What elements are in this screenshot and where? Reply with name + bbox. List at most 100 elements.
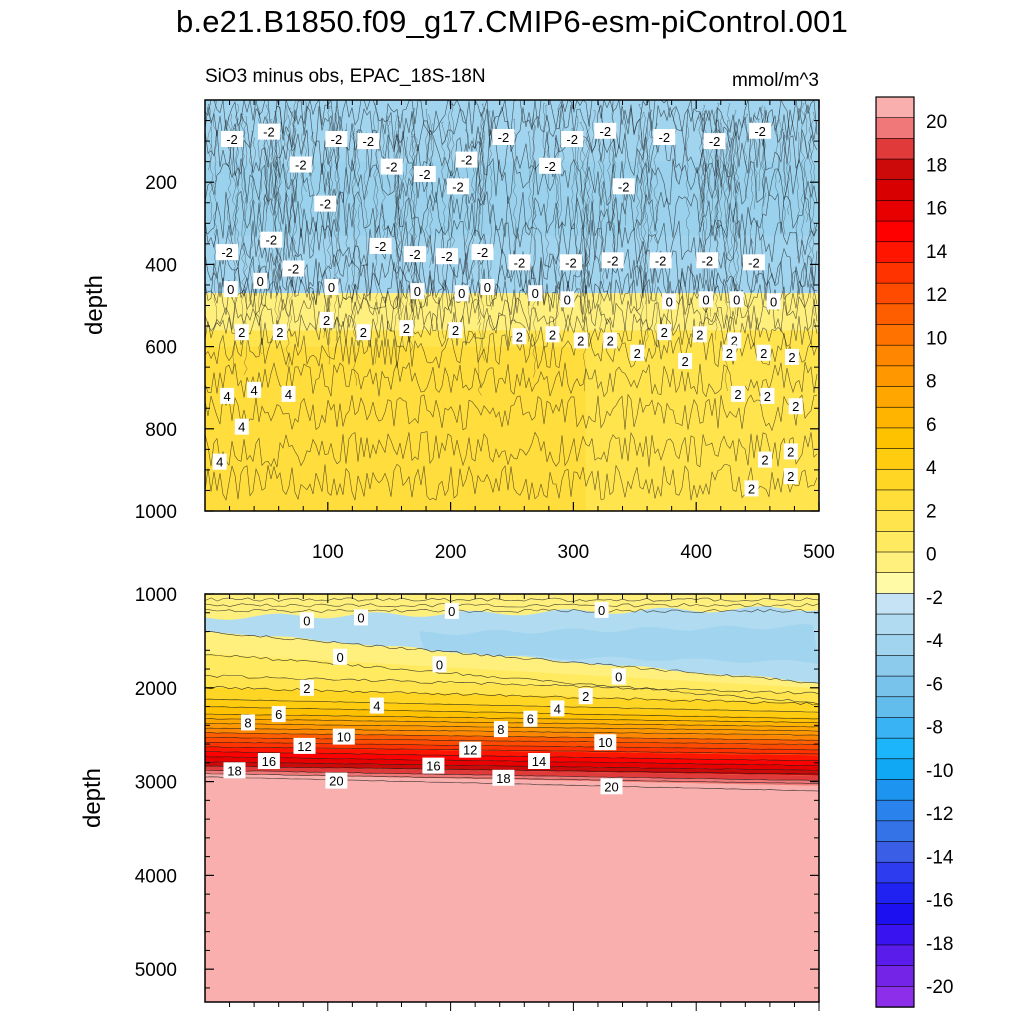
lower-contour-line-4-1 (205, 706, 819, 720)
svg-text:-2: -2 (514, 255, 526, 270)
svg-text:4: 4 (554, 701, 561, 716)
svg-text:-2: -2 (544, 159, 556, 174)
svg-text:0: 0 (598, 603, 605, 618)
upper-streak-4 (532, 125, 537, 378)
colorbar-label-8: 4 (926, 458, 937, 479)
upper-contour-label-14: -2 (612, 178, 635, 195)
upper-streak-21 (322, 139, 327, 338)
svg-text:4: 4 (216, 455, 223, 470)
colorbar-label-1: 18 (926, 155, 947, 176)
upper-streak-41 (257, 107, 262, 355)
upper-streak-110 (800, 103, 805, 308)
upper-contour-label-69: 4 (247, 381, 262, 398)
lower-band-4-1 (205, 706, 819, 723)
colorbar: 20181614121086420-2-4-6-8-10-12-14-16-18… (875, 96, 954, 1008)
upper-streak-20 (270, 119, 275, 282)
colorbar-swatch-30 (875, 717, 915, 739)
upper-contour-line-12 (205, 361, 818, 398)
lower-contour-label-3: 0 (594, 601, 609, 618)
upper-units: mmol/m^3 (732, 70, 819, 91)
svg-text:6: 6 (275, 707, 282, 722)
upper-contour-label-60: 2 (785, 348, 799, 365)
svg-text:2: 2 (661, 325, 668, 340)
svg-text:2: 2 (323, 313, 330, 328)
colorbar-swatch-8 (875, 262, 915, 284)
upper-contour-label-29: -2 (696, 252, 719, 269)
colorbar-label-16: -12 (926, 804, 953, 825)
svg-text:2: 2 (360, 325, 367, 340)
upper-ytick-label-4: 1000 (135, 502, 177, 523)
lower-contour-line-6-0 (205, 713, 819, 724)
svg-text:20: 20 (329, 774, 343, 789)
upper-streak-34 (579, 122, 584, 315)
lower-contour-label-15: 10 (332, 728, 355, 745)
upper-streak-102 (277, 121, 283, 333)
upper-contour-label-7: -2 (314, 195, 337, 212)
svg-text:0: 0 (564, 292, 571, 307)
lower-band-6-1 (205, 718, 819, 731)
upper-contour-label-20: -2 (282, 260, 305, 277)
svg-text:0: 0 (303, 613, 310, 628)
upper-contour-label-50: 2 (545, 326, 560, 343)
upper-contour-label-68: 4 (220, 387, 235, 404)
upper-contour-label-19: -2 (260, 231, 283, 248)
upper-contour-label-42: 0 (766, 293, 781, 310)
upper-streak-103 (743, 114, 749, 199)
upper-contour-label-5: -2 (413, 166, 436, 182)
colorbar-swatch-17 (875, 448, 915, 470)
svg-text:2: 2 (734, 387, 741, 402)
svg-text:0: 0 (328, 280, 335, 295)
lower-ytick-label-3: 4000 (135, 866, 177, 887)
svg-text:2: 2 (303, 681, 310, 696)
svg-text:-2: -2 (655, 253, 667, 268)
upper-contour-label-44: 2 (272, 324, 287, 341)
lower-contour-label-13: 8 (241, 714, 255, 731)
colorbar-swatch-28 (875, 675, 915, 698)
colorbar-label-20: -20 (926, 977, 953, 998)
svg-text:4: 4 (250, 383, 257, 398)
lower-ytick-label-0: 1000 (135, 585, 177, 606)
svg-text:2: 2 (726, 346, 733, 361)
upper-contour-label-30: -2 (742, 254, 765, 271)
upper-contour-line-3 (205, 157, 818, 206)
colorbar-swatch-0 (875, 96, 915, 119)
svg-text:0: 0 (532, 286, 539, 301)
colorbar-swatch-37 (875, 861, 915, 884)
upper-streak-147 (481, 103, 486, 201)
lower-contour-line-8-1 (205, 727, 819, 736)
upper-contour-label-49: 2 (512, 328, 527, 345)
colorbar-label-2: 16 (926, 199, 947, 220)
upper-contour-label-45: 2 (319, 311, 334, 328)
upper-xtick-label-4: 500 (803, 542, 835, 563)
upper-streak-115 (396, 116, 401, 280)
upper-streak-136 (356, 130, 361, 300)
svg-text:-2: -2 (386, 160, 398, 175)
colorbar-swatch-3 (875, 158, 915, 181)
lower-contour-label-16: 10 (594, 734, 617, 751)
upper-contour-label-48: 2 (448, 322, 463, 339)
upper-contour-label-31: 0 (223, 281, 238, 298)
colorbar-label-7: 6 (926, 415, 937, 436)
lower-contour-label-12: 6 (523, 710, 538, 727)
upper-streak-36 (387, 116, 391, 195)
colorbar-label-18: -16 (926, 891, 953, 912)
upper-contour-label-9: -2 (447, 178, 469, 195)
svg-text:-2: -2 (709, 134, 721, 149)
upper-contour-label-52: 2 (603, 332, 618, 349)
svg-text:2: 2 (696, 327, 703, 342)
lower-contour-label-0: 0 (299, 612, 314, 629)
lower-contour-line-16-0 (205, 761, 819, 771)
upper-band-2 (205, 330, 819, 511)
colorbar-frame (875, 96, 915, 1008)
upper-contour-label-63: 2 (788, 398, 803, 415)
svg-text:16: 16 (262, 754, 276, 769)
upper-contour-line-6 (205, 247, 818, 297)
svg-text:-2: -2 (263, 125, 275, 140)
upper-streak-64 (642, 112, 647, 305)
upper-contour-label-15: -2 (653, 129, 676, 145)
upper-contour-label-53: 2 (630, 344, 645, 361)
upper-streak-145 (810, 111, 816, 317)
svg-text:2: 2 (788, 350, 795, 365)
colorbar-swatch-14 (875, 386, 915, 408)
